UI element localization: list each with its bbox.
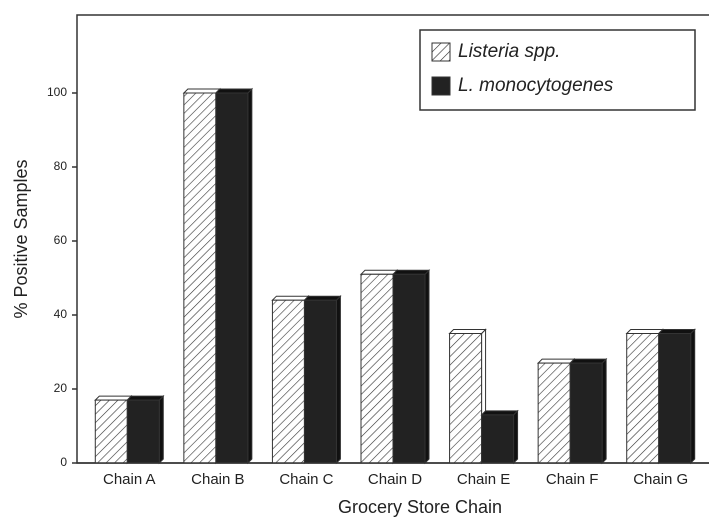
bar-top	[625, 329, 664, 334]
y-tick-label: 20	[54, 381, 68, 395]
bar-top	[94, 395, 133, 401]
bar-top	[303, 295, 342, 301]
bar	[183, 92, 217, 464]
bar-top	[536, 358, 576, 364]
y-tick-label: 100	[47, 85, 67, 99]
bar-side	[513, 409, 519, 465]
bar-side	[335, 294, 341, 465]
bar	[481, 414, 515, 464]
bar	[303, 299, 337, 464]
bar-top	[214, 88, 254, 94]
bar-side	[690, 328, 696, 465]
y-tick-label: 40	[54, 307, 68, 321]
bar	[360, 273, 394, 464]
y-tick-label: 80	[54, 159, 68, 173]
bar-side	[158, 394, 164, 465]
y-tick-label: 0	[60, 455, 67, 469]
bar-top	[126, 395, 165, 401]
legend-box	[419, 29, 696, 111]
x-tick-label: Chain D	[368, 471, 422, 488]
bar	[537, 362, 571, 464]
x-axis-title: Grocery Store Chain	[338, 497, 502, 517]
bar	[94, 399, 128, 464]
x-tick-label: Chain A	[103, 471, 156, 488]
x-tick-label: Chain G	[633, 471, 688, 488]
legend-swatch	[431, 76, 451, 96]
y-axis-title: % Positive Samples	[11, 159, 31, 318]
x-tick-label: Chain B	[191, 471, 244, 488]
bar-top	[182, 88, 222, 94]
bar-top	[568, 358, 608, 364]
bar	[126, 399, 160, 464]
bar	[271, 299, 305, 464]
bar	[658, 333, 692, 464]
bar-side	[601, 357, 607, 465]
bar-top	[480, 410, 519, 416]
bar-side	[424, 269, 430, 465]
bar	[569, 362, 603, 464]
bar	[626, 333, 660, 464]
bar-side	[247, 87, 253, 465]
bar	[215, 92, 249, 464]
bar-top	[359, 269, 399, 275]
bar-top	[271, 295, 310, 301]
legend-label: Listeria spp.	[458, 41, 560, 62]
bar-top	[657, 329, 696, 334]
legend-swatch	[431, 42, 451, 62]
bar	[449, 333, 483, 464]
x-tick-label: Chain E	[457, 471, 510, 488]
x-tick-label: Chain F	[546, 471, 599, 488]
legend-label: L. monocytogenes	[458, 75, 614, 96]
bar	[392, 273, 426, 464]
bar-top	[448, 329, 487, 334]
bar-top	[391, 269, 431, 275]
x-tick-label: Chain C	[279, 471, 333, 488]
y-tick-label: 60	[54, 233, 68, 247]
